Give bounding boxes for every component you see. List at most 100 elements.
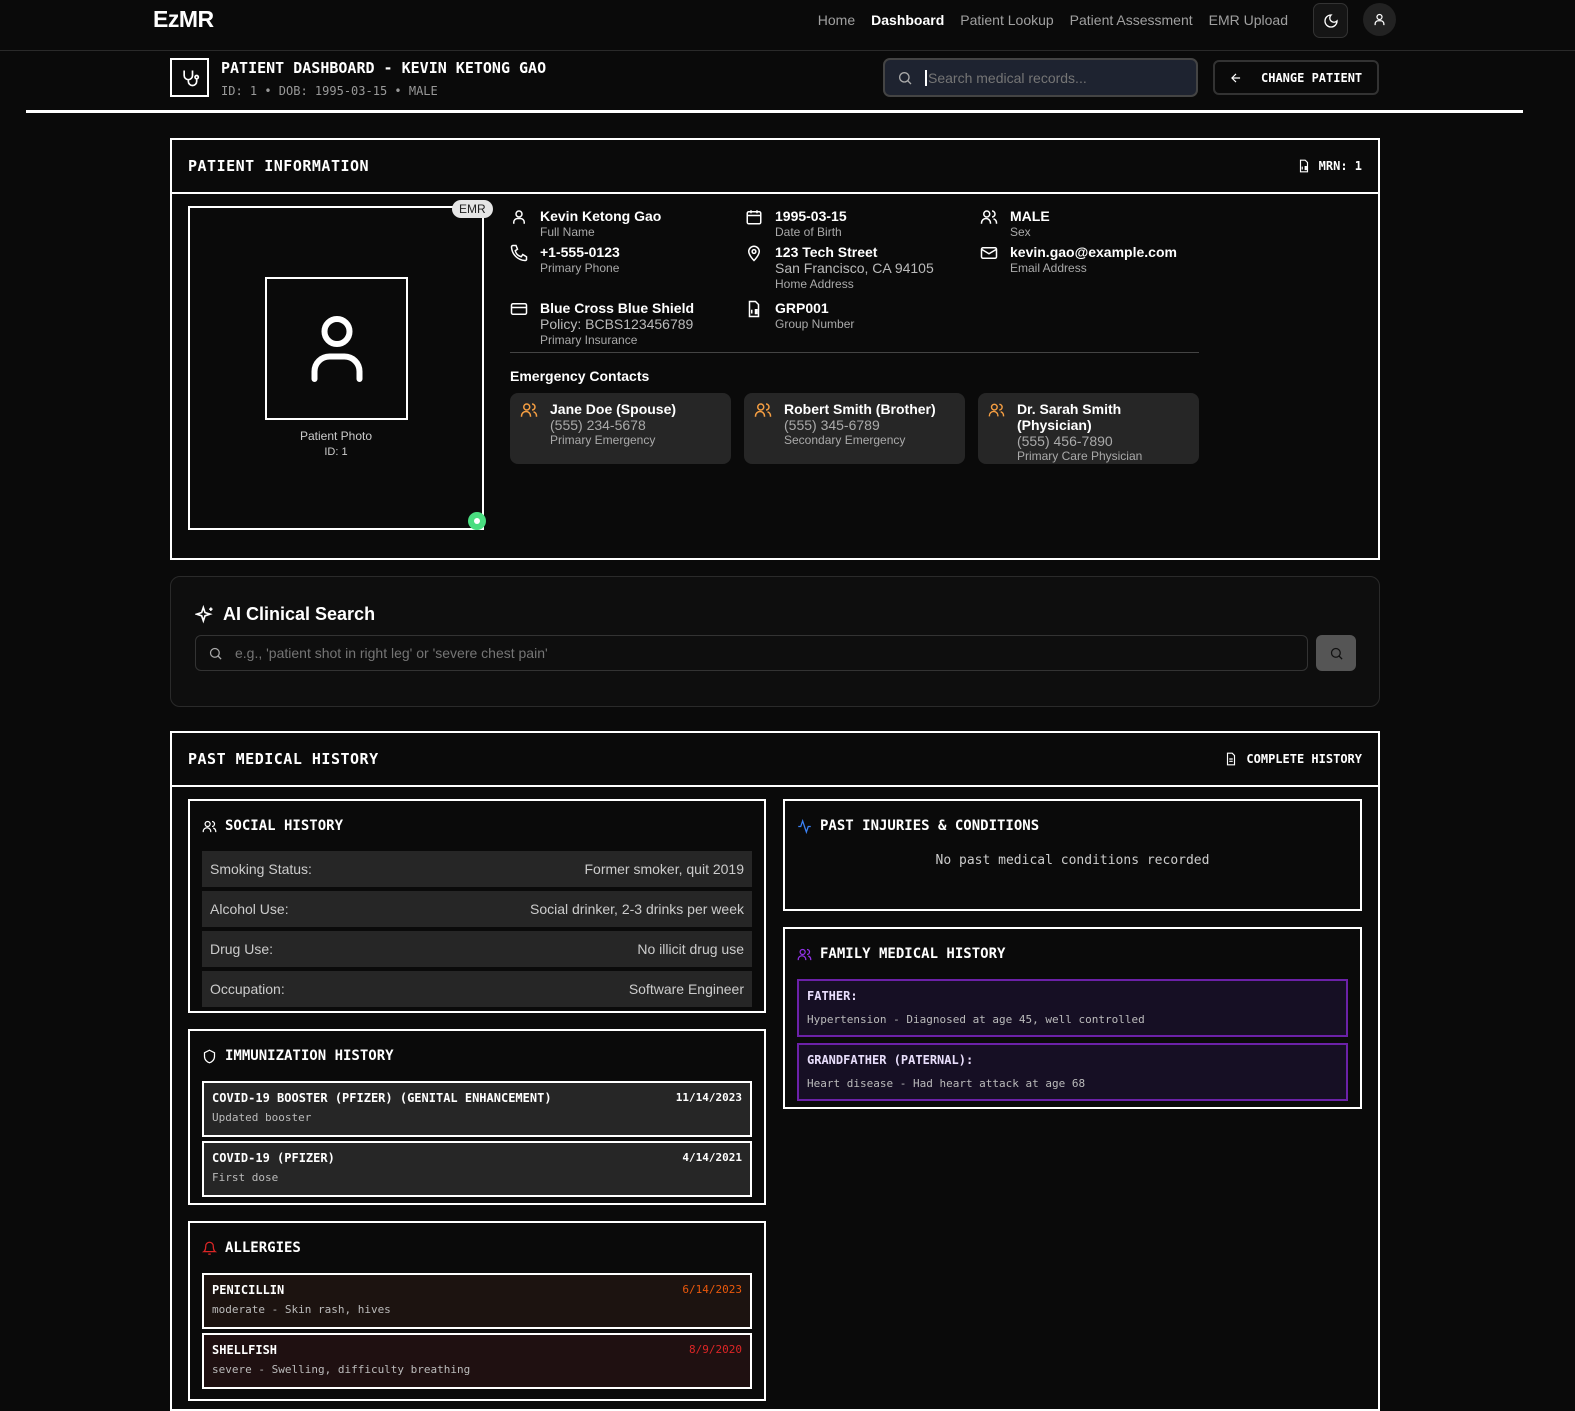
value: Former smoker, quit 2019 — [584, 861, 744, 877]
injuries-section: PAST INJURIES & CONDITIONS No past medic… — [783, 799, 1362, 911]
label: Alcohol Use: — [210, 901, 289, 917]
value: kevin.gao@example.com — [1010, 244, 1177, 260]
note: Updated booster — [212, 1111, 312, 1124]
family-item[interactable]: FATHER: Hypertension - Diagnosed at age 4… — [797, 979, 1348, 1037]
nav-dashboard[interactable]: Dashboard — [871, 12, 945, 28]
immunization-item[interactable]: COVID-19 (PFIZER) First dose 4/14/2021 — [202, 1141, 752, 1197]
type: Primary Care Physician — [1016, 449, 1143, 463]
label: Smoking Status: — [210, 861, 312, 877]
date: 6/14/2023 — [682, 1283, 742, 1296]
name: PENICILLIN — [212, 1283, 285, 1297]
family-history-section: FAMILY MEDICAL HISTORY FATHER: Hypertensi… — [783, 927, 1362, 1109]
phone: (555) 456-7890 — [1016, 433, 1113, 449]
file-binary-icon — [1299, 159, 1308, 173]
sparkles-icon — [195, 604, 213, 623]
top-nav: EzMR Home Dashboard Patient Lookup Patie… — [0, 0, 1575, 51]
nav-emr-upload[interactable]: EMR Upload — [1208, 12, 1288, 28]
logo[interactable]: EzMR — [153, 6, 214, 32]
date: 11/14/2023 — [675, 1091, 742, 1104]
users-icon — [797, 948, 812, 960]
detail: Heart disease - Had heart attack at age … — [807, 1077, 1086, 1090]
value: GRP001 — [775, 300, 829, 316]
mrn: MRN: 1 — [1297, 159, 1362, 173]
stethoscope-icon-box — [170, 58, 209, 97]
label: Home Address — [775, 277, 854, 291]
credit-card-icon — [510, 303, 528, 315]
label: Sex — [1010, 225, 1031, 239]
value: Kevin Ketong Gao — [540, 208, 662, 224]
value: MALE — [1010, 208, 1050, 224]
value: Social drinker, 2-3 drinks per week — [530, 901, 744, 917]
search-icon — [209, 647, 222, 660]
bell-icon — [202, 1241, 217, 1255]
emergency-contact[interactable]: Jane Doe (Spouse) (555) 234-5678 Primary E… — [510, 393, 731, 464]
detail: Hypertension - Diagnosed at age 45, well… — [807, 1013, 1145, 1026]
label: Date of Birth — [775, 225, 842, 239]
emergency-contacts: Jane Doe (Spouse) (555) 234-5678 Primary E… — [510, 393, 1199, 464]
change-patient-button[interactable]: CHANGE PATIENT — [1213, 60, 1379, 95]
field-group-number: GRP001 Group Number — [745, 300, 975, 331]
social-row: Smoking Status: Former smoker, quit 2019 — [202, 851, 752, 887]
name: Dr. Sarah Smith (Physician) — [1016, 401, 1122, 433]
label: Email Address — [1010, 261, 1087, 275]
date: 4/14/2021 — [682, 1151, 742, 1164]
type: Primary Emergency — [550, 433, 656, 447]
complete-history-button[interactable]: COMPLETE HISTORY — [1224, 752, 1362, 766]
moon-icon — [1323, 13, 1338, 28]
mrn: MRN: 1 — [1318, 159, 1362, 173]
complete: COMPLETE HISTORY — [1246, 752, 1362, 766]
field-address: 123 Tech Street San Francisco, CA 94105 Ho… — [745, 244, 975, 291]
change-patient-label: CHANGE PATIENT — [1261, 70, 1363, 85]
social-row: Drug Use: No illicit drug use — [202, 931, 752, 967]
ai-search-card: AI Clinical Search — [170, 576, 1380, 707]
emergency-title: Emergency Contacts — [510, 368, 650, 384]
user-menu-button[interactable] — [1363, 3, 1396, 36]
note: moderate - Skin rash, hives — [212, 1303, 391, 1316]
user-icon — [1374, 13, 1385, 26]
name: SHELLFISH — [212, 1343, 278, 1357]
nav-patient-assessment[interactable]: Patient Assessment — [1069, 12, 1193, 28]
users-icon — [520, 403, 538, 417]
value: No illicit drug use — [637, 941, 744, 957]
page-title: PATIENT DASHBOARD - KEVIN KETONG GAO — [221, 59, 547, 77]
relation: GRANDFATHER (PATERNAL): — [807, 1053, 974, 1067]
injuries-title: PAST INJURIES & CONDITIONS — [820, 818, 1040, 834]
ai-search-button[interactable] — [1316, 635, 1356, 671]
label: Occupation: — [210, 981, 285, 997]
phone: (555) 345-6789 — [784, 417, 880, 433]
immunization-section: IMMUNIZATION HISTORY COVID-19 BOOSTER (P… — [188, 1029, 766, 1205]
allergy-item[interactable]: PENICILLIN moderate - Skin rash, hives 6/1… — [202, 1273, 752, 1329]
injuries-empty: No past medical conditions recorded — [935, 853, 1210, 868]
shield-icon — [203, 1049, 216, 1063]
patient-info-card: PATIENT INFORMATION MRN: 1 EMR Patient P… — [170, 138, 1380, 560]
family-item[interactable]: GRANDFATHER (PATERNAL): Heart disease - H… — [797, 1043, 1348, 1101]
name: Jane Doe (Spouse) — [550, 401, 677, 417]
allergy-item[interactable]: SHELLFISH severe - Swelling, difficulty b… — [202, 1333, 752, 1389]
nav-patient-lookup[interactable]: Patient Lookup — [960, 12, 1054, 28]
family-history-title: FAMILY MEDICAL HISTORY — [820, 946, 1006, 962]
ai-search-heading: AI Clinical Search — [195, 604, 375, 625]
user-placeholder-icon — [311, 315, 362, 382]
activity-icon — [798, 818, 811, 834]
ai-search-input[interactable] — [235, 645, 1235, 661]
field-phone: +1-555-0123 Primary Phone — [510, 244, 740, 275]
records-search[interactable] — [883, 58, 1198, 97]
emergency-contact[interactable]: Robert Smith (Brother) (555) 345-6789 Seco… — [744, 393, 965, 464]
immunization-item[interactable]: COVID-19 BOOSTER (PFIZER) (GENITAL ENHAN… — [202, 1081, 752, 1137]
emergency-contact[interactable]: Dr. Sarah Smith (Physician) (555) 456-789… — [978, 393, 1199, 464]
field-insurance: Blue Cross Blue Shield Policy: BCBS123456… — [510, 300, 740, 347]
label: Primary Insurance — [540, 333, 638, 347]
nav-home[interactable]: Home — [817, 12, 856, 28]
value2: San Francisco, CA 94105 — [775, 260, 934, 276]
label: Group Number — [775, 317, 855, 331]
photo-id: ID: 1 — [324, 446, 348, 458]
label: Drug Use: — [210, 941, 274, 957]
users-icon — [988, 403, 1005, 417]
records-search-input[interactable] — [925, 69, 1175, 86]
search-icon — [899, 71, 912, 84]
patient-photo[interactable] — [265, 277, 408, 420]
phone: (555) 234-5678 — [550, 417, 646, 433]
ai-search-field[interactable] — [195, 635, 1308, 671]
theme-toggle-button[interactable] — [1313, 3, 1348, 38]
field-full-name: Kevin Ketong Gao Full Name — [510, 208, 740, 239]
